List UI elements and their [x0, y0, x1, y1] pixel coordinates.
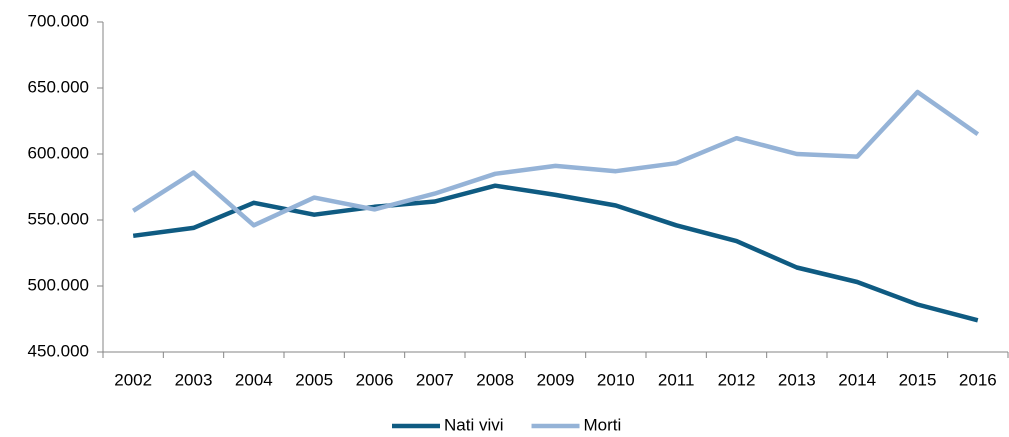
- x-tick-label: 2011: [658, 370, 695, 389]
- x-tick-label: 2013: [778, 370, 816, 389]
- x-tick-label: 2002: [114, 370, 152, 389]
- x-tick-label: 2003: [175, 370, 213, 389]
- x-tick-label: 2010: [597, 370, 635, 389]
- x-tick-label: 2008: [476, 370, 514, 389]
- legend-label: Nati vivi: [444, 415, 504, 434]
- legend-label: Morti: [584, 415, 622, 434]
- y-tick-label: 550.000: [28, 209, 89, 228]
- y-tick-label: 650.000: [28, 77, 89, 96]
- series-line: [131, 89, 980, 228]
- series-line: [132, 183, 979, 323]
- y-tick-label: 600.000: [28, 143, 89, 162]
- x-tick-label: 2009: [537, 370, 575, 389]
- x-tick-label: 2012: [718, 370, 756, 389]
- x-tick-label: 2006: [356, 370, 394, 389]
- x-tick-label: 2007: [416, 370, 454, 389]
- y-tick-label: 700.000: [28, 11, 89, 30]
- x-tick-label: 2014: [838, 370, 876, 389]
- y-tick-label: 450.000: [28, 341, 89, 360]
- x-tick-label: 2004: [235, 370, 273, 389]
- y-tick-label: 500.000: [28, 275, 89, 294]
- x-tick-label: 2005: [295, 370, 333, 389]
- x-tick-label: 2015: [899, 370, 937, 389]
- x-tick-label: 2016: [959, 370, 997, 389]
